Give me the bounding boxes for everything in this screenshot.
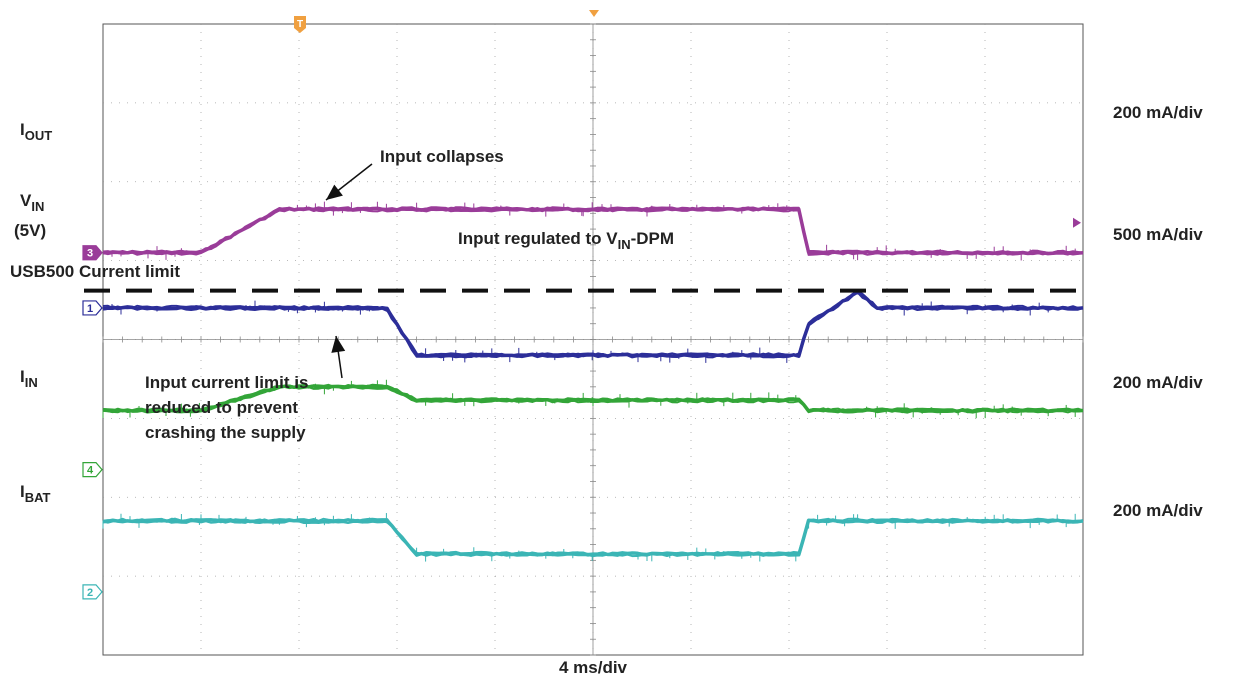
arrow-current-limit-head [331, 336, 346, 353]
top-marker [589, 10, 599, 17]
traces [102, 201, 1084, 562]
channel-marker-iin [82, 462, 103, 478]
offset-marker-right [1073, 217, 1081, 228]
label-vin: VIN [20, 191, 44, 214]
x-scale-label: 4 ms/div [559, 658, 628, 677]
grid [102, 23, 1084, 656]
label-iin: IIN [20, 367, 38, 390]
trace-ibat [102, 519, 1084, 558]
channel-marker-label: 4 [87, 465, 94, 477]
channel-marker-label: 1 [87, 303, 93, 315]
annotation-limit-line-2: reduced to prevent [145, 398, 298, 417]
trace-iout [102, 206, 1084, 254]
trace-iin [102, 385, 1084, 414]
trace-vin [102, 289, 1083, 357]
label-iout: IOUT [20, 120, 52, 143]
channel-marker-vin [82, 300, 103, 316]
channel-marker-ibat [82, 584, 103, 600]
arrow-input-collapses-head [326, 184, 343, 200]
scale-iout: 200 mA/div [1113, 103, 1203, 122]
trace-iin [102, 383, 1084, 412]
channel-marker-iout [82, 245, 103, 261]
annotation-limit-line-3: crashing the supply [145, 423, 306, 442]
label-vin-extra: (5V) [14, 221, 46, 240]
channel-marker-label: 2 [87, 587, 93, 599]
annotations: 3 1 4 2 [82, 163, 1083, 600]
trigger-marker: T [294, 16, 306, 33]
annotation-limit-line-1: Input current limit is [145, 373, 308, 392]
scale-ibat: 200 mA/div [1113, 501, 1203, 520]
scale-vin: 500 mA/div [1113, 225, 1203, 244]
annotation-input-collapses: Input collapses [380, 147, 504, 166]
trace-ibat [102, 517, 1084, 556]
trigger-marker-label: T [297, 19, 303, 30]
annotation-usb500-limit: USB500 Current limit [10, 262, 180, 281]
channel-marker-label: 3 [87, 248, 93, 260]
label-ibat: IBAT [20, 482, 51, 505]
scale-iin: 200 mA/div [1113, 373, 1203, 392]
trace-vin [102, 291, 1084, 359]
annotation-regulated: Input regulated to VIN-DPM [458, 229, 674, 252]
